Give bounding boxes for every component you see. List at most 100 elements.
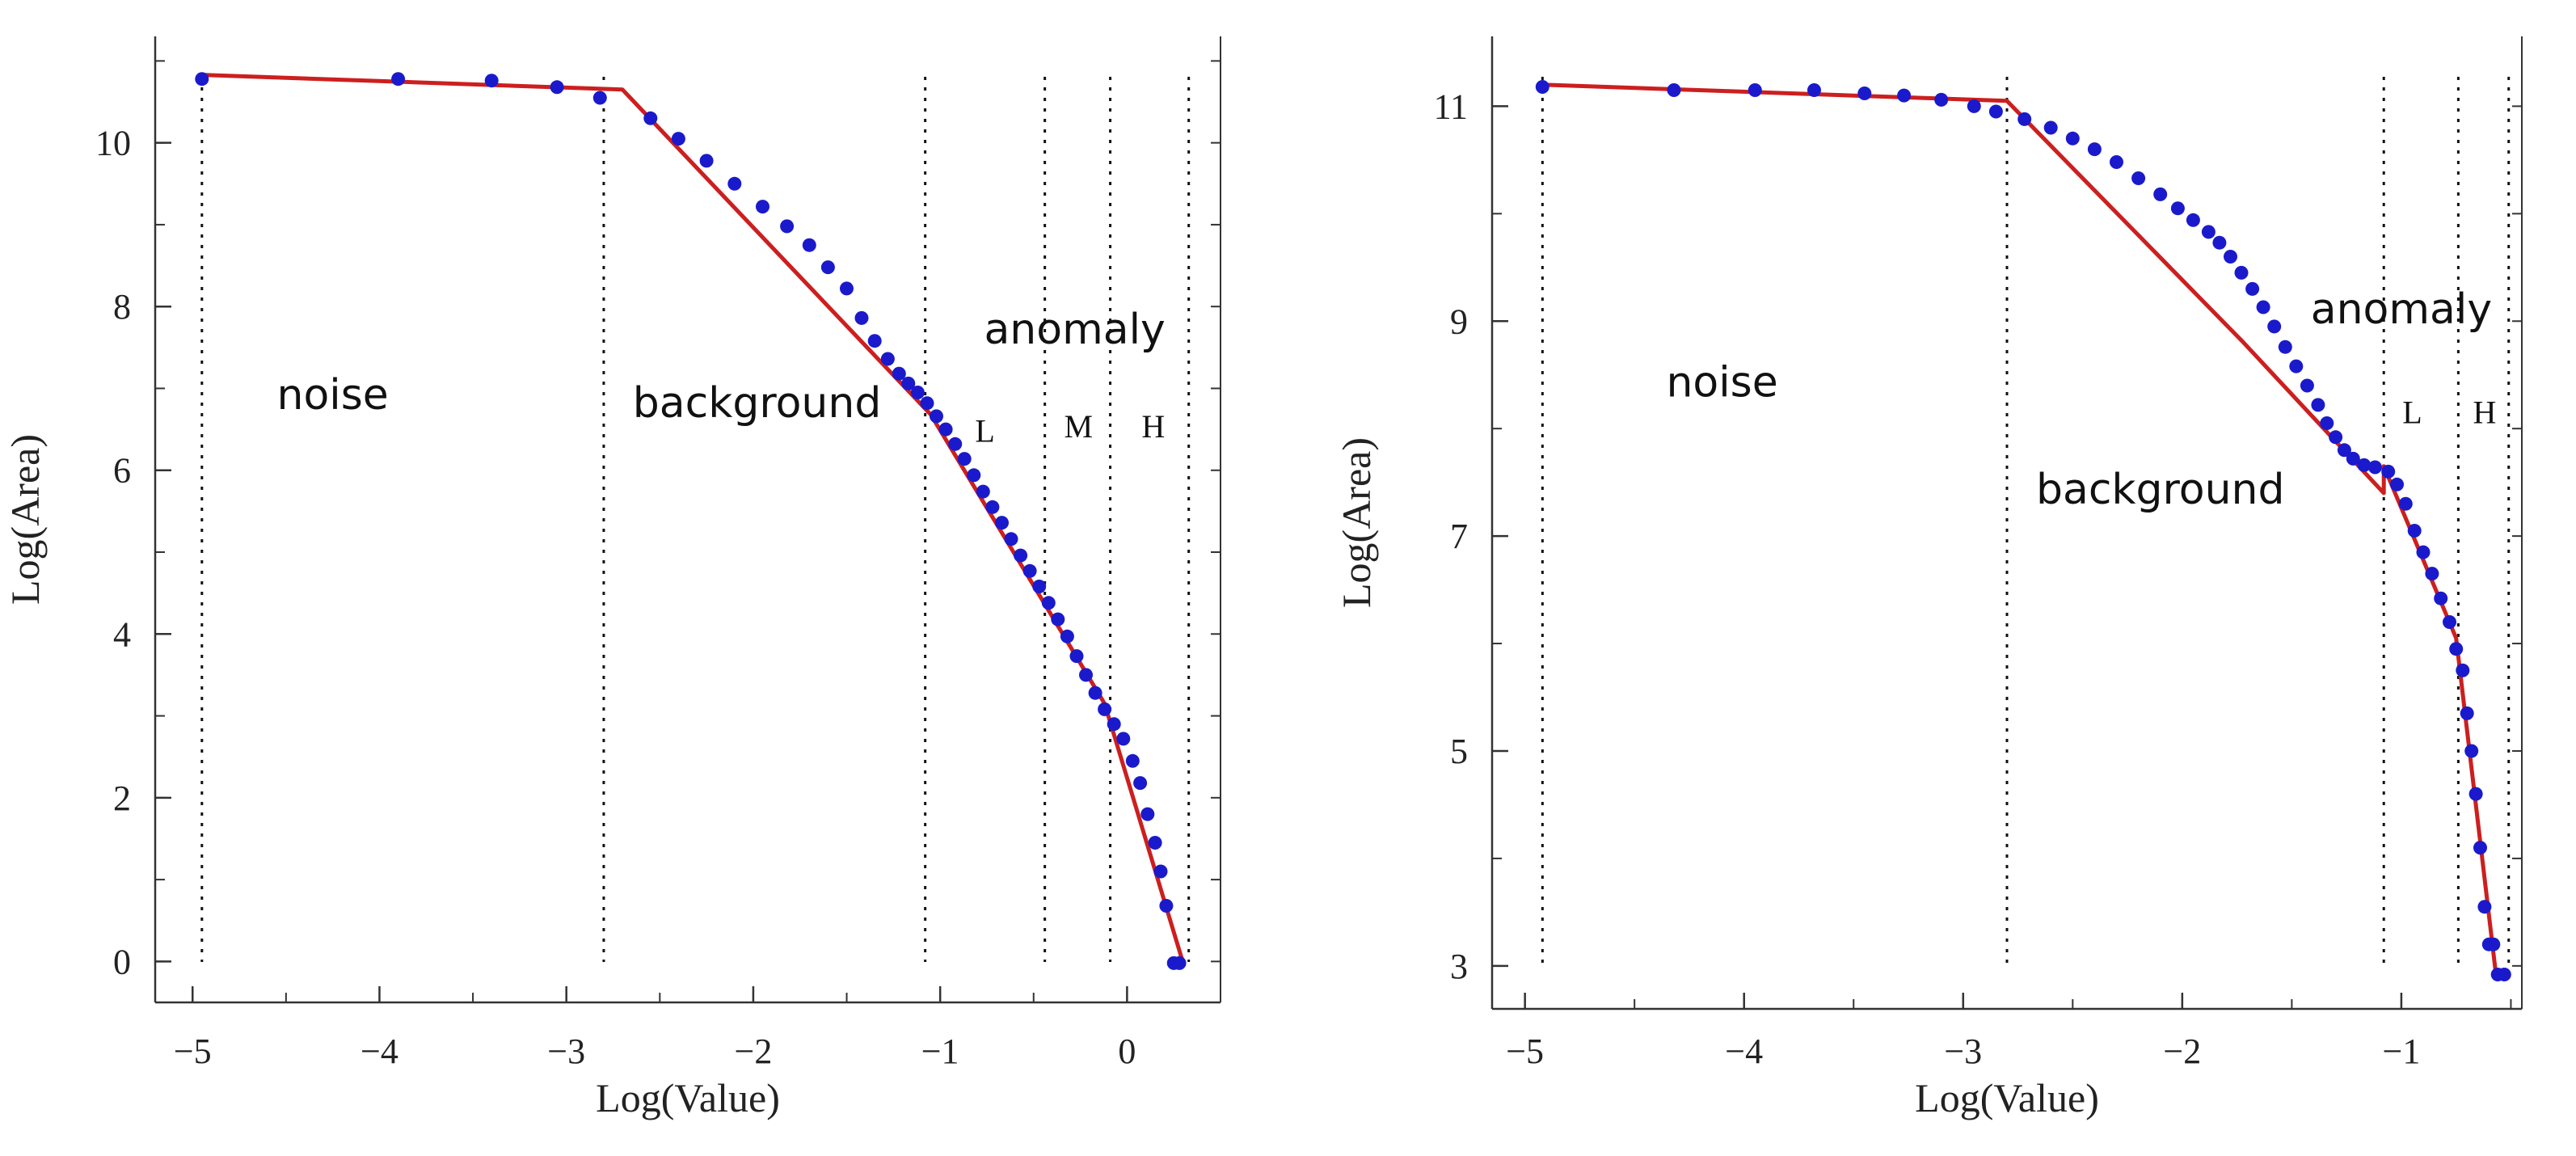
y-tick-label: 8 — [113, 287, 131, 327]
data-point — [1667, 83, 1681, 97]
data-point — [2110, 155, 2123, 169]
y-tick-label: 2 — [113, 778, 131, 818]
right-panel: −5 −4 −3 −2 −1 3 5 7 9 11 Log(Value) Log(Area) noise… — [1334, 36, 2523, 1120]
data-point — [2131, 171, 2146, 185]
data-point — [2337, 443, 2351, 458]
anomaly-label: anomaly — [2311, 285, 2492, 334]
data-point — [2381, 464, 2396, 479]
y-tick-label: 3 — [1450, 947, 1468, 986]
data-point — [1014, 548, 1028, 563]
data-point — [2346, 451, 2360, 466]
data-point — [1172, 956, 1187, 970]
class-label-medium: M — [1064, 408, 1093, 445]
data-point — [643, 111, 658, 125]
x-axis-title: Log(Value) — [1915, 1075, 2099, 1120]
x-tick-label: −2 — [2163, 1032, 2201, 1071]
data-point — [2434, 591, 2448, 605]
data-point — [2425, 567, 2439, 581]
y-tick-label: 9 — [1450, 302, 1468, 341]
y-axis-title: Log(Area) — [2, 434, 48, 605]
data-point — [780, 219, 795, 234]
data-point — [391, 72, 406, 86]
data-point — [957, 452, 972, 466]
data-point — [592, 91, 607, 105]
fit-line — [201, 73, 1186, 964]
data-point — [2267, 319, 2282, 334]
data-point — [2320, 416, 2334, 430]
data-point — [910, 386, 925, 399]
data-point — [1535, 80, 1549, 94]
data-point — [1807, 83, 1821, 97]
data-point — [930, 409, 943, 424]
data-point — [967, 468, 981, 483]
x-tick-label: −1 — [921, 1032, 959, 1071]
noise-label: noise — [1666, 358, 1777, 407]
data-point — [1125, 753, 1140, 768]
data-point — [1022, 563, 1037, 578]
data-point — [1148, 836, 1162, 850]
data-point — [2497, 968, 2511, 981]
data-point — [840, 281, 854, 296]
data-point — [1069, 649, 1084, 664]
x-tick-label: −4 — [1725, 1032, 1763, 1071]
class-label-high: H — [1141, 408, 1165, 445]
data-point — [2464, 744, 2479, 758]
y-tick-label: 4 — [113, 614, 131, 654]
data-point — [1988, 104, 2003, 119]
data-point — [880, 352, 895, 366]
data-point — [195, 72, 209, 86]
data-point — [2043, 120, 2058, 135]
data-point — [2234, 265, 2249, 280]
x-tick-label: −5 — [1506, 1032, 1544, 1071]
class-label-high: H — [2473, 394, 2496, 431]
x-tick-label: −4 — [360, 1032, 398, 1071]
data-point — [948, 437, 963, 451]
x-tick-label: −3 — [1944, 1032, 1982, 1071]
data-point — [2300, 378, 2314, 393]
y-tick-label: 10 — [95, 124, 131, 163]
data-point — [1116, 732, 1131, 746]
data-point — [1133, 776, 1148, 791]
data-point — [1060, 629, 1074, 643]
data-point — [550, 80, 564, 95]
data-point — [995, 516, 1009, 530]
y-axis-title: Log(Area) — [1334, 437, 1379, 608]
data-point — [2087, 142, 2102, 157]
data-point — [2443, 615, 2456, 629]
data-point — [1140, 807, 1155, 821]
data-point — [2473, 841, 2487, 855]
data-point — [1051, 612, 1065, 627]
data-point — [1967, 99, 1981, 113]
data-point — [2468, 787, 2483, 801]
data-point — [1934, 92, 1949, 107]
y-tick-label: 6 — [113, 451, 131, 491]
data-point — [2186, 213, 2200, 227]
y-tick-label: 0 — [113, 942, 131, 981]
y-tick-label: 11 — [1434, 86, 1468, 126]
data-point — [2224, 250, 2237, 264]
data-point — [867, 334, 882, 348]
data-point — [802, 238, 816, 252]
fit-line — [1542, 82, 2498, 972]
y-tick-label: 7 — [1450, 517, 1468, 556]
data-point — [2245, 281, 2260, 296]
data-point — [1088, 686, 1102, 700]
data-point — [892, 366, 906, 381]
data-point — [1153, 864, 1168, 879]
data-point — [2278, 340, 2292, 354]
x-tick-label: 0 — [1118, 1032, 1136, 1071]
data-point — [985, 500, 1000, 514]
data-point — [671, 132, 685, 146]
x-tick-label: −5 — [174, 1032, 212, 1071]
data-point — [2390, 477, 2404, 492]
data-point — [976, 484, 990, 499]
data-point — [2329, 430, 2343, 445]
data-point — [2407, 524, 2422, 538]
data-point — [1897, 88, 1912, 103]
data-point — [854, 310, 869, 325]
data-point — [2456, 663, 2470, 677]
class-label-low: L — [975, 412, 994, 449]
data-point — [2398, 496, 2413, 511]
x-tick-label: −1 — [2383, 1032, 2421, 1071]
